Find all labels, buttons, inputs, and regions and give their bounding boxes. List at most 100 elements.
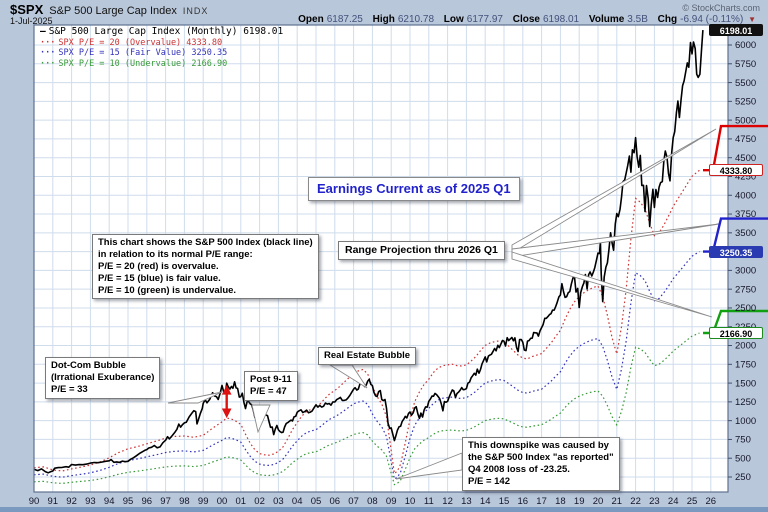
legend-item: ··· SPX P/E = 20 (Overvalue) 4333.80 xyxy=(40,38,283,49)
legend-marker: — xyxy=(40,26,46,37)
info-line: This chart shows the S&P 500 Index (blac… xyxy=(98,237,313,248)
chart-date: 1-Jul-2025 xyxy=(10,16,53,26)
info-line: P/E = 15 (blue) is fair value. xyxy=(98,272,221,284)
x-tick-label: 02 xyxy=(254,496,265,507)
header: $SPX S&P 500 Large Cap Index INDX xyxy=(10,2,208,17)
x-tick-label: 95 xyxy=(123,496,134,507)
x-tick-label: 26 xyxy=(706,496,717,507)
annotation-callout-tails xyxy=(167,364,463,480)
x-tick-label: 16 xyxy=(518,496,529,507)
quote-bar: Open 6187.25 High 6210.78 Low 6177.97 Close… xyxy=(291,14,756,25)
post911-line: Post 9-11 xyxy=(250,374,292,385)
y-tick-label: 1000 xyxy=(735,416,756,427)
legend-label: S&P 500 Large Cap Index (Monthly) 6198.0… xyxy=(48,26,284,37)
x-tick-label: 25 xyxy=(687,496,698,507)
earnings-note-box: Earnings Current as of 2025 Q1 xyxy=(308,177,520,202)
pe15-projection-line xyxy=(703,217,768,253)
x-tick-label: 23 xyxy=(649,496,660,507)
low-value: 6177.97 xyxy=(466,14,503,25)
y-tick-label: 2500 xyxy=(735,303,756,314)
x-tick-label: 12 xyxy=(442,496,453,507)
high-label: High xyxy=(372,14,395,25)
x-tick-label: 20 xyxy=(593,496,604,507)
pe10-line xyxy=(34,332,700,486)
x-tick-label: 08 xyxy=(367,496,378,507)
downspike-box: This downspike was caused by the S&P 500… xyxy=(462,437,620,491)
x-tick-label: 98 xyxy=(179,496,190,507)
x-tick-label: 10 xyxy=(405,496,416,507)
pe10-price-tag: 2166.90 xyxy=(709,327,763,339)
x-tick-label: 93 xyxy=(85,496,96,507)
downspike-line: This downspike was caused by xyxy=(468,440,609,451)
last-price-tag: 6198.01 xyxy=(709,24,763,36)
pe20-price-tag: 4333.80 xyxy=(709,164,763,176)
series-layer xyxy=(34,30,704,486)
dotcom-line: (Irrational Exuberance) xyxy=(51,371,155,383)
low-label: Low xyxy=(443,14,464,25)
high-value: 6210.78 xyxy=(397,14,435,25)
x-tick-label: 14 xyxy=(480,496,491,507)
y-tick-label: 1500 xyxy=(735,378,756,389)
legend: — S&P 500 Large Cap Index (Monthly) 6198.… xyxy=(40,26,284,70)
legend-marker: ··· xyxy=(40,48,56,58)
y-tick-label: 4750 xyxy=(735,134,756,145)
range-projection-box: Range Projection thru 2026 Q1 xyxy=(338,241,505,261)
earnings-note-text: Earnings Current as of 2025 Q1 xyxy=(317,181,511,196)
y-tick-label: 6000 xyxy=(735,40,756,51)
bottom-border-bar xyxy=(0,507,768,512)
legend-label: SPX P/E = 20 (Overvalue) 4333.80 xyxy=(58,37,223,48)
x-tick-label: 24 xyxy=(668,496,679,507)
y-tick-label: 5500 xyxy=(735,78,756,89)
downspike-line: P/E = 142 xyxy=(468,475,510,487)
x-tick-label: 03 xyxy=(273,496,284,507)
copyright: © StockCharts.com xyxy=(682,3,760,13)
plot-frame xyxy=(33,24,729,493)
x-tick-label: 22 xyxy=(630,496,641,507)
info-line: in relation to its normal P/E range: xyxy=(98,248,253,260)
index-name: S&P 500 Large Cap Index xyxy=(49,5,177,17)
x-tick-label: 96 xyxy=(142,496,153,507)
pe15-price-tag: 3250.35 xyxy=(709,246,763,258)
x-tick-label: 04 xyxy=(292,496,303,507)
info-line: P/E = 20 (red) is overvalue. xyxy=(98,260,219,272)
x-tick-label: 94 xyxy=(104,496,115,507)
close-label: Close xyxy=(512,14,540,25)
y-tick-label: 250 xyxy=(735,472,751,483)
chg-dropdown-icon[interactable]: ▼ xyxy=(748,15,756,24)
pe20-projection-line xyxy=(703,124,768,172)
x-tick-label: 07 xyxy=(348,496,359,507)
downspike-line: the S&P 500 Index "as reported" xyxy=(468,451,614,463)
x-axis: 90 91 92 93 94 95 96 97 98 99 00 01 02 03 04 05 06 07 08 09… xyxy=(29,496,716,507)
pe15-line xyxy=(34,251,700,480)
y-tick-label: 500 xyxy=(735,453,751,464)
x-tick-label: 18 xyxy=(555,496,566,507)
y-tick-label: 2000 xyxy=(735,341,756,352)
pe33-gap-arrow xyxy=(221,384,232,419)
legend-item: ··· SPX P/E = 10 (Undervalue) 2166.90 xyxy=(40,59,283,70)
y-tick-label: 5250 xyxy=(735,97,756,108)
post911-line: P/E = 47 xyxy=(250,385,287,397)
dotcom-bubble-box: Dot-Com Bubble (Irrational Exuberance) P… xyxy=(45,357,161,399)
x-tick-label: 11 xyxy=(424,496,434,507)
x-tick-label: 17 xyxy=(536,496,547,507)
x-tick-label: 06 xyxy=(330,496,341,507)
x-tick-label: 91 xyxy=(48,496,59,507)
dotcom-line: P/E = 33 xyxy=(51,383,88,395)
projection-callout-fan xyxy=(511,128,720,318)
dotcom-line: Dot-Com Bubble xyxy=(51,360,126,371)
volume-value: 3.5B xyxy=(627,14,648,25)
open-value: 6187.25 xyxy=(326,14,363,25)
y-axis: 2505007501000125015001750200022502500275… xyxy=(728,40,756,483)
y-tick-label: 1750 xyxy=(735,360,756,371)
legend-label: SPX P/E = 15 (Fair Value) 3250.35 xyxy=(58,48,228,58)
x-tick-label: 09 xyxy=(386,496,397,507)
pe10-projection-line xyxy=(703,309,768,335)
y-tick-label: 3750 xyxy=(735,209,756,220)
x-tick-label: 00 xyxy=(217,496,228,507)
y-tick-label: 4500 xyxy=(735,153,756,164)
downspike-line: Q4 2008 loss of -23.25. xyxy=(468,463,570,475)
y-tick-label: 3000 xyxy=(735,266,756,277)
realestate-line: Real Estate Bubble xyxy=(324,350,411,361)
x-tick-label: 99 xyxy=(198,496,209,507)
